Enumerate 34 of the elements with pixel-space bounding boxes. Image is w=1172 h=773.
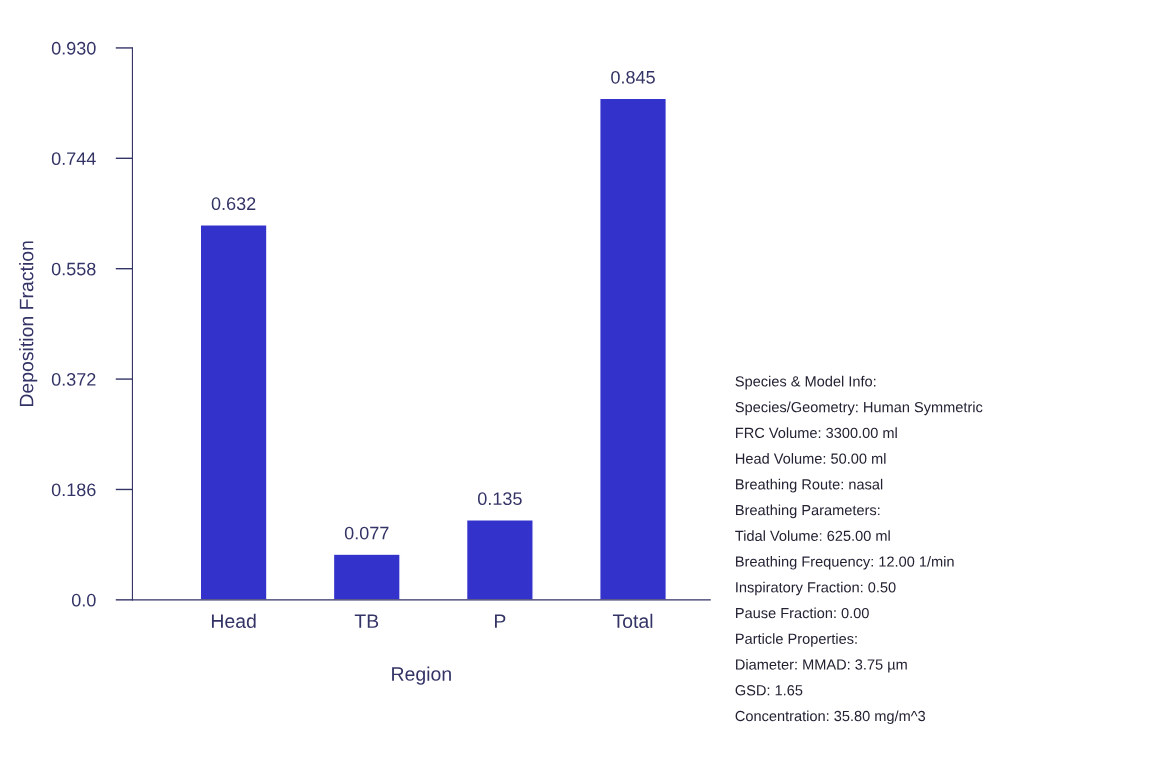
x-tick-label: Total: [612, 613, 653, 629]
x-axis-title: Region: [392, 666, 451, 685]
text: Breathing Route: nasal: [736, 478, 883, 493]
text: Breathing Parameters:: [736, 504, 880, 519]
text: GSD: 1.65: [735, 685, 803, 696]
text: Diameter: MMAD: 3.75 µm: [736, 658, 907, 673]
bar: [465, 519, 534, 600]
text: Inspiratory Fraction: 0.50: [736, 581, 896, 596]
text: Pause Fraction: 0.00: [736, 607, 869, 619]
data-label: 0.632: [211, 197, 256, 211]
x-tick-label: TB: [354, 614, 379, 628]
bar: [332, 553, 401, 600]
text: Tidal Volume: 625.00 ml: [735, 530, 890, 541]
bar: [599, 97, 667, 600]
text: Head Volume: 50.00 ml: [736, 453, 886, 464]
text: Species/Geometry: Human Symmetric: [735, 401, 983, 416]
y-tick-label: 0.0: [71, 593, 96, 607]
y-axis-title: Deposition Fraction: [19, 241, 38, 407]
y-tick-label: 0.558: [51, 262, 96, 276]
text: Breathing Frequency: 12.00 1/min: [736, 556, 954, 570]
text: Species & Model Info:: [735, 375, 876, 390]
y-tick-label: 0.186: [51, 483, 96, 497]
y-tick-label: 0.372: [51, 373, 96, 386]
y-tick-label: 0.930: [51, 41, 96, 55]
text: FRC Volume: 3300.00 ml: [736, 427, 897, 439]
text: Concentration: 35.80 mg/m^3: [735, 710, 926, 725]
x-tick-label: Head: [211, 613, 256, 629]
x-tick-label: P: [494, 614, 506, 628]
text: Particle Properties:: [736, 633, 857, 647]
data-label: 0.845: [611, 70, 655, 84]
data-label: 0.135: [478, 492, 522, 506]
bar: [199, 224, 268, 600]
data-label: 0.077: [344, 526, 389, 540]
y-tick-label: 0.744: [51, 152, 96, 166]
